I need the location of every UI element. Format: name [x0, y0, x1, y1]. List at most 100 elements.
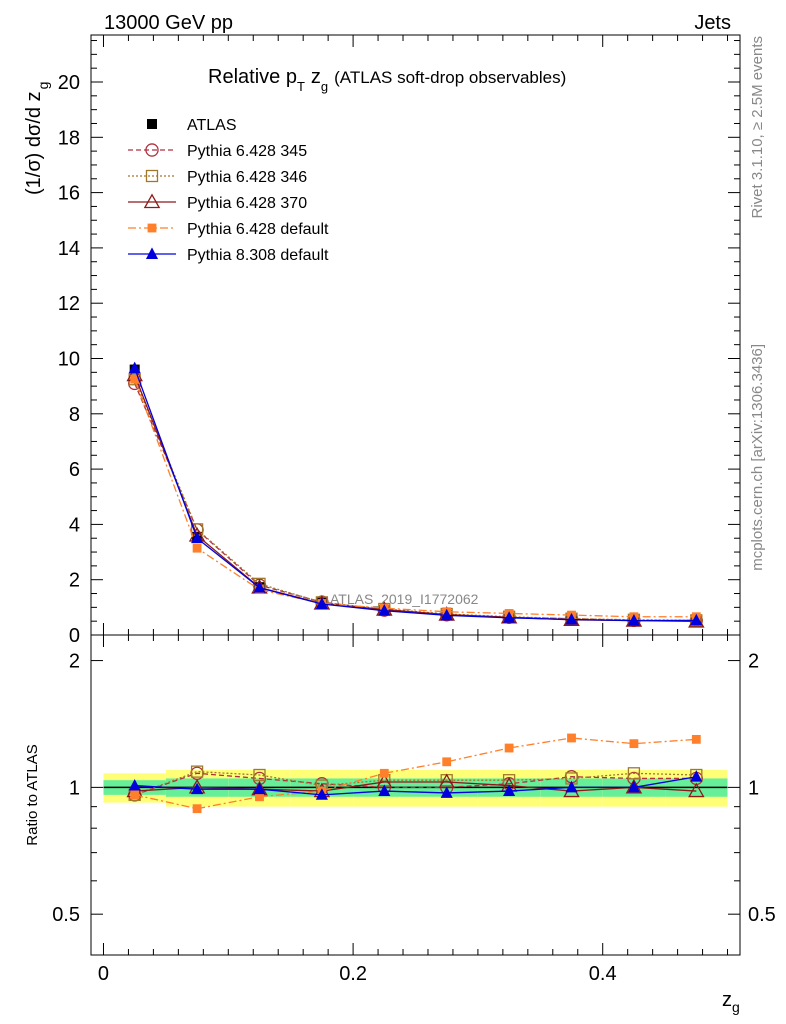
series-point — [440, 608, 453, 621]
series-ratio-line — [134, 770, 697, 796]
series-ratio-line — [134, 776, 697, 796]
series-line — [134, 379, 697, 618]
series-ratio-point — [565, 780, 578, 793]
series-ratio-point — [691, 734, 701, 744]
legend-label: Pythia 6.428 370 — [187, 195, 307, 212]
legend-label: Pythia 6.428 346 — [187, 169, 307, 186]
series-ratio-point — [253, 782, 266, 795]
mcplots-label: mcplots.cern.ch [arXiv:1306.3436] — [749, 344, 766, 571]
series-ratio-point — [253, 768, 266, 782]
ratio-y-axis-label: Ratio to ATLAS — [24, 744, 41, 845]
legend-label: ATLAS — [187, 117, 237, 134]
title-sub-g: g — [321, 79, 328, 94]
series-point — [128, 361, 141, 374]
y-tick-label: 2 — [69, 570, 80, 592]
series-ratio-point — [128, 778, 141, 791]
series-ratio-point — [690, 770, 703, 782]
series-point — [690, 613, 703, 626]
series-point — [565, 612, 578, 625]
x-tick-label: 0.4 — [589, 963, 617, 985]
series-line — [134, 374, 697, 623]
series-ratio-point — [190, 765, 204, 778]
title-z: z — [311, 66, 321, 88]
legend-marker — [145, 143, 159, 157]
title-sub-t: T — [297, 79, 305, 94]
ratio-y-tick-label: 2 — [69, 651, 80, 673]
title-rest: (ATLAS soft-drop observables) — [334, 68, 566, 87]
series-ratio-point — [627, 780, 640, 793]
legend-marker — [145, 169, 159, 183]
x-tick-label: 0.2 — [339, 963, 367, 985]
y-tick-label: 18 — [58, 127, 80, 149]
legend-label: Pythia 8.308 default — [187, 247, 329, 264]
ratio-y-tick-label-right: 2 — [748, 651, 759, 673]
header-right: Jets — [694, 12, 731, 34]
series-ratio-point — [442, 757, 452, 767]
series-ratio-point — [255, 792, 264, 802]
series-ratio-line — [134, 772, 697, 796]
title-main: Relative p — [208, 66, 297, 88]
series-ratio-point — [130, 790, 140, 800]
series-ratio-point — [504, 743, 514, 753]
x-axis-label: zg — [722, 989, 740, 1015]
series-point — [378, 604, 391, 616]
y-tick-label: 12 — [58, 293, 80, 315]
legend-label: Pythia 6.428 345 — [187, 143, 307, 160]
rivet-label: Rivet 3.1.10, ≥ 2.5M events — [749, 36, 766, 219]
x-axis-label-sub: g — [732, 999, 740, 1015]
series-point — [130, 374, 140, 384]
series-point — [503, 611, 516, 623]
y-axis-label: (1/σ) dσ/d zg — [23, 82, 51, 195]
series-ratio-line — [134, 781, 697, 792]
series-ratio-point — [315, 788, 328, 800]
series-ratio-point — [379, 768, 389, 778]
series-line — [134, 367, 697, 622]
ratio-y-tick-label: 0.5 — [52, 904, 80, 926]
series-ratio-point — [192, 804, 202, 814]
series-point — [192, 543, 202, 553]
series-point — [627, 614, 640, 626]
series-ratio-point — [191, 782, 204, 795]
y-tick-label: 20 — [58, 72, 80, 94]
series-ratio-line — [134, 737, 697, 810]
ratio-y-tick-label-right: 0.5 — [748, 904, 776, 926]
ratio-y-tick-label: 1 — [69, 777, 80, 799]
y-tick-label: 14 — [58, 238, 80, 260]
x-tick-label: 0 — [98, 963, 109, 985]
y-tick-label: 10 — [58, 349, 80, 371]
y-axis-label-main: (1/σ) dσ/d z — [23, 91, 45, 195]
series-ratio-point — [503, 784, 516, 797]
series-ratio-point — [688, 782, 705, 798]
series-point — [128, 373, 141, 386]
legend: ATLAS Pythia 6.428 345 Pythia 6.428 346 Pyt… — [128, 117, 329, 264]
ratio-y-tick-label-right: 1 — [748, 777, 759, 799]
y-tick-label: 0 — [69, 625, 80, 647]
series-line — [134, 378, 697, 621]
series-line — [134, 383, 697, 622]
y-axis-label-sub: g — [35, 82, 51, 90]
series-point — [315, 597, 328, 609]
series-ratio-point — [567, 733, 576, 743]
ratio-panel-frame — [90, 634, 741, 956]
ratio-panel: 0 0.2 0.4 0.5 1 2 0.5 1 2 — [52, 635, 776, 985]
legend-marker — [143, 193, 161, 209]
series-ratio-point — [629, 739, 639, 749]
y-tick-label: 16 — [58, 183, 80, 205]
series-point — [191, 531, 204, 544]
y-tick-label: 4 — [69, 514, 80, 536]
series-point — [253, 581, 266, 593]
series-ratio-point — [378, 784, 391, 797]
x-axis-label-main: z — [722, 989, 732, 1011]
header-left: 13000 GeV pp — [104, 12, 233, 34]
analysis-watermark: ATLAS_2019_I1772062 — [330, 591, 479, 607]
chart-title: Relative pT zg (ATLAS soft-drop observable… — [208, 66, 566, 94]
legend-marker — [145, 247, 159, 259]
legend-marker — [147, 119, 157, 129]
y-tick-label: 8 — [69, 404, 80, 426]
series-ratio-point — [440, 786, 453, 798]
legend-marker — [147, 223, 157, 233]
y-tick-label: 6 — [69, 459, 80, 481]
series-ratio-point — [627, 767, 641, 780]
legend-label: Pythia 6.428 default — [187, 221, 329, 238]
